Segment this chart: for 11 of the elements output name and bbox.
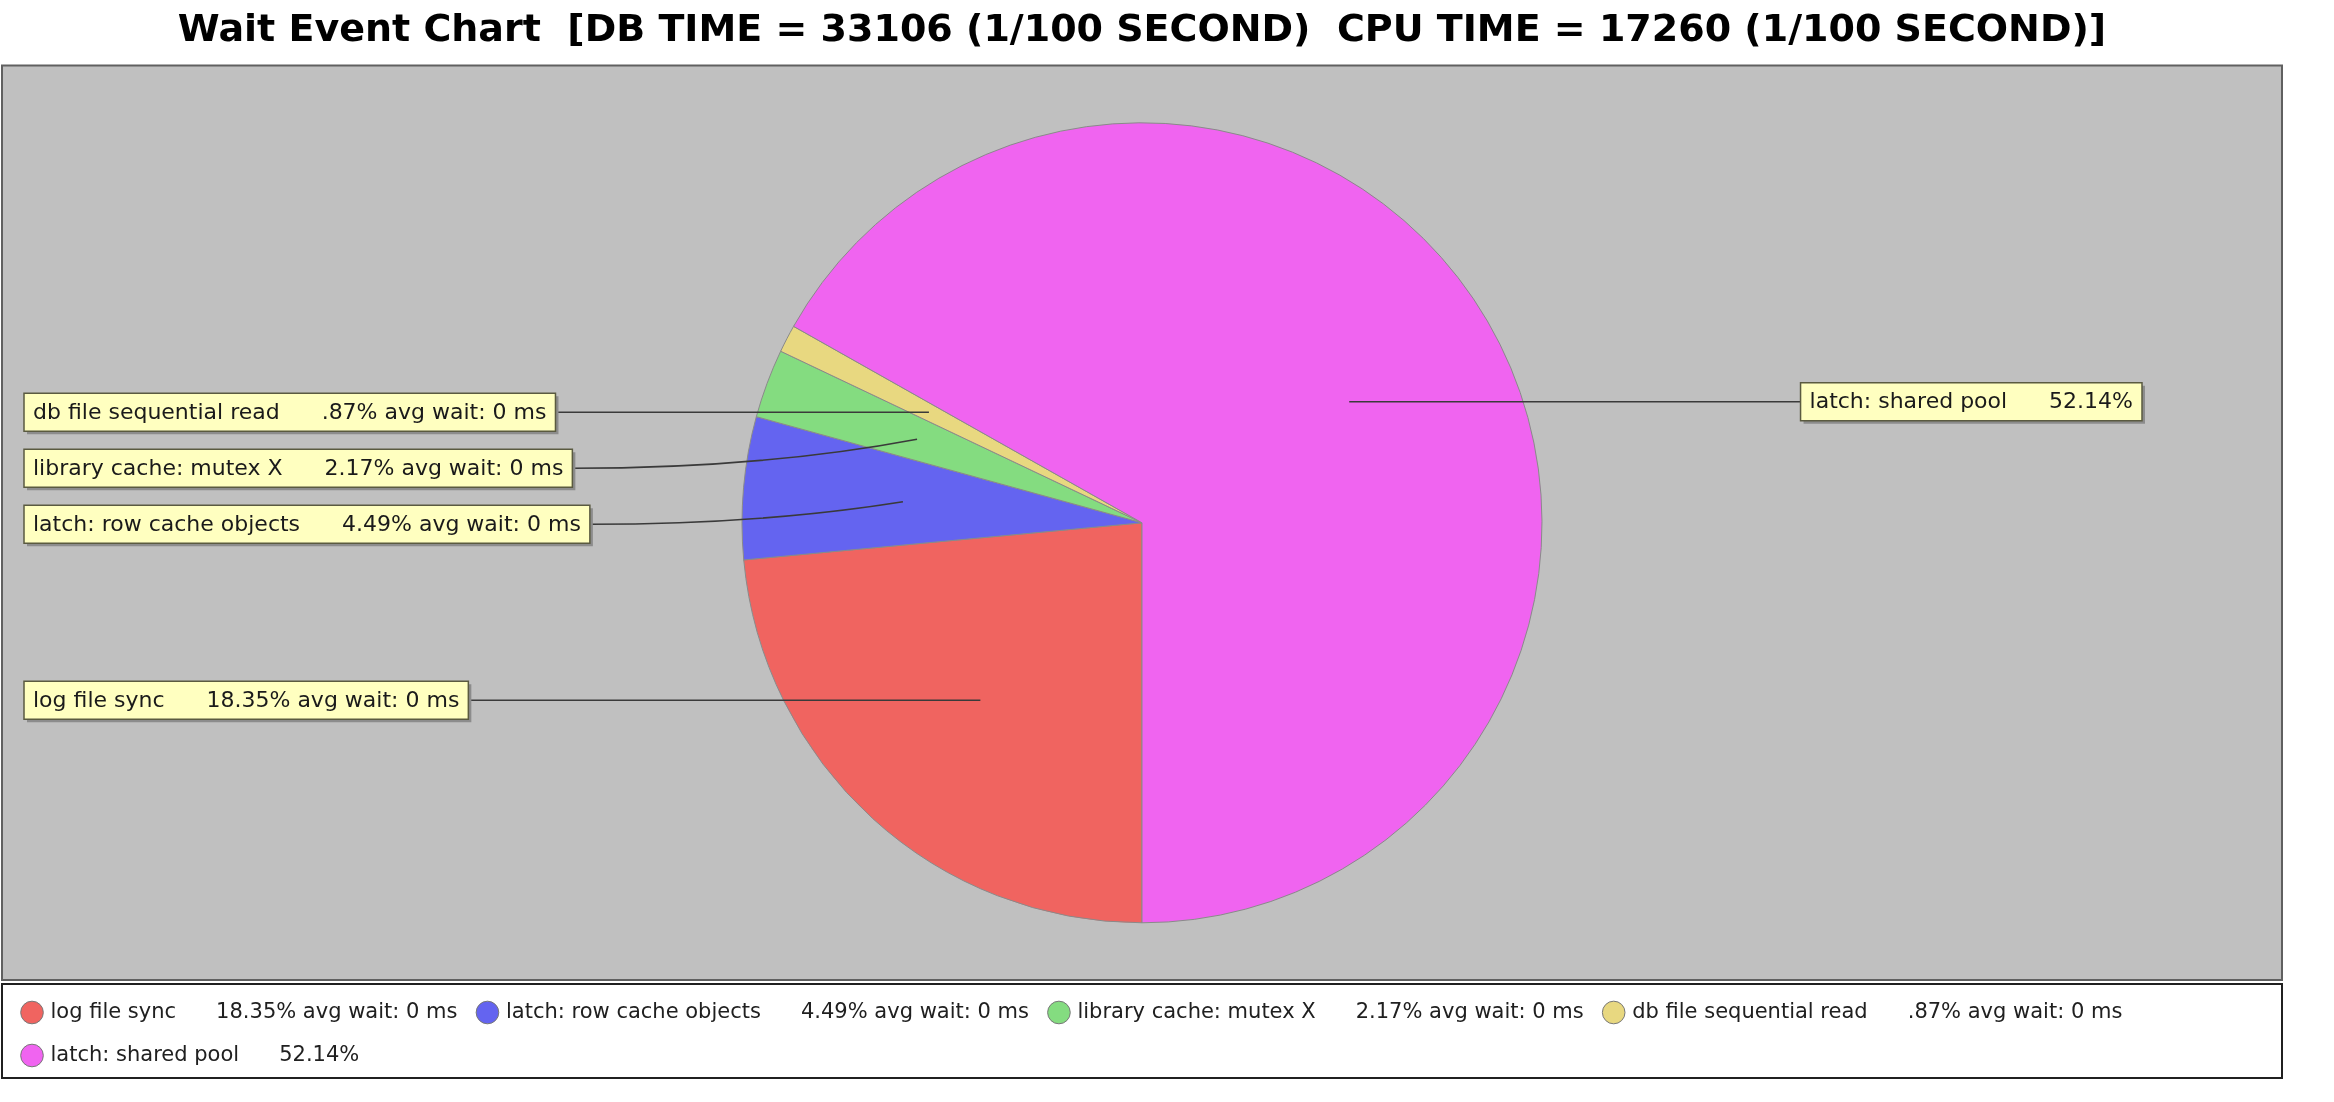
slice-label: latch: shared pool 52.14% xyxy=(1809,388,2134,414)
legend-label: library cache: mutex X 2.17% avg wait: 0 ms xyxy=(1077,998,1584,1023)
slice-label: latch: row cache objects 4.49% avg wait: 0 ms xyxy=(33,511,581,537)
slice-label: log file sync 18.35% avg wait: 0 ms xyxy=(33,686,460,712)
slice-label: db file sequential read .87% avg wait: 0 ms xyxy=(33,399,547,425)
legend-label: db file sequential read .87% avg wait: 0 ms xyxy=(1632,998,2123,1023)
legend-label: log file sync 18.35% avg wait: 0 ms xyxy=(50,998,458,1023)
slice-label: library cache: mutex X 2.17% avg wait: 0 ms xyxy=(33,455,564,481)
legend-label: latch: shared pool 52.14% xyxy=(50,1041,360,1066)
legend-label: latch: row cache objects 4.49% avg wait: 0 ms xyxy=(505,998,1029,1023)
chart-title: Wait Event Chart [DB TIME = 33106 (1/100 SECOND) CPU TIME = 17260 (1/100 SECOND)] xyxy=(177,5,2107,50)
